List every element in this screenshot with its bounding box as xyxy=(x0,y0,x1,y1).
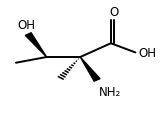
Text: OH: OH xyxy=(138,46,156,59)
Text: OH: OH xyxy=(18,19,36,31)
Polygon shape xyxy=(25,33,47,58)
Text: NH₂: NH₂ xyxy=(99,85,121,98)
Text: O: O xyxy=(109,6,119,19)
Polygon shape xyxy=(80,58,100,81)
